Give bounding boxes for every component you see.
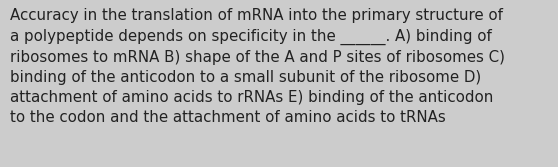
Text: Accuracy in the translation of mRNA into the primary structure of
a polypeptide : Accuracy in the translation of mRNA into… bbox=[10, 8, 505, 125]
